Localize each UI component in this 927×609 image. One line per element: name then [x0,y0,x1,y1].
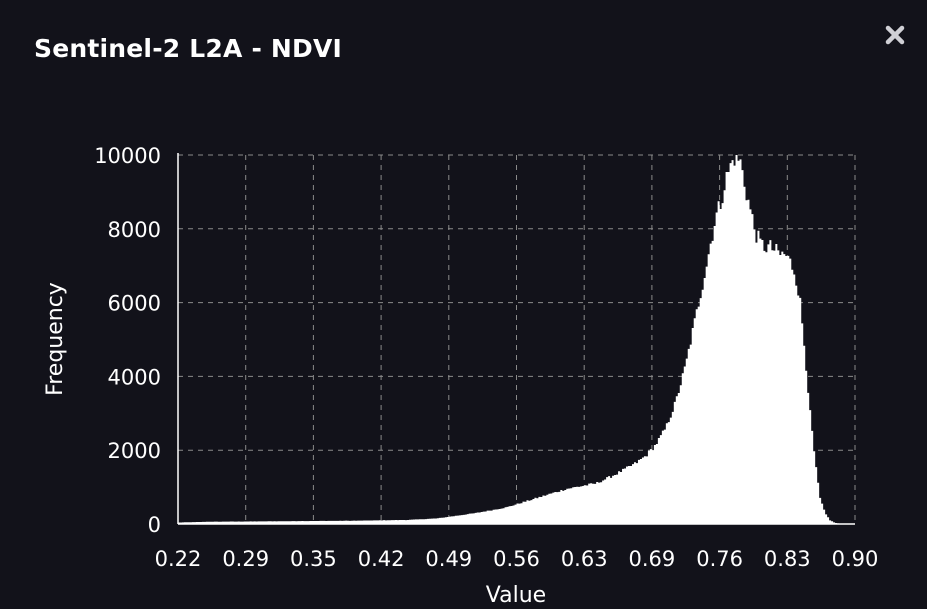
dialog-title: Sentinel-2 L2A - NDVI [34,34,343,63]
y-tick-label: 4000 [108,365,161,389]
histogram-bars [178,155,855,524]
close-button[interactable] [880,20,910,50]
x-tick-label: 0.22 [155,547,202,571]
y-tick-label: 10000 [94,144,161,168]
y-axis-label: Frequency [43,282,68,396]
x-tick-label: 0.29 [222,547,269,571]
x-tick-label: 0.49 [425,547,472,571]
y-tick-label: 0 [148,513,161,537]
x-tick-label: 0.83 [764,547,811,571]
x-tick-label: 0.35 [290,547,337,571]
x-tick-label: 0.69 [629,547,676,571]
x-tick-label: 0.76 [696,547,743,571]
x-tick-label: 0.63 [561,547,608,571]
y-tick-label: 6000 [108,292,161,316]
x-tick-label: 0.90 [832,547,879,571]
axes [177,153,855,525]
x-tick-label: 0.42 [358,547,405,571]
y-tick-labels: 0 2000 4000 6000 8000 10000 [94,144,161,537]
x-axis-label: Value [486,583,546,608]
y-tick-label: 8000 [108,218,161,242]
y-tick-label: 2000 [108,439,161,463]
x-tick-label: 0.56 [493,547,540,571]
close-icon [885,25,905,45]
x-tick-labels: 0.22 0.29 0.35 0.42 0.49 0.56 0.63 0.69 0.76 0.83… [155,547,879,571]
